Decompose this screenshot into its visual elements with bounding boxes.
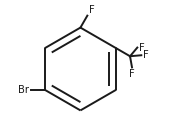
Text: F: F — [129, 69, 135, 79]
Text: F: F — [139, 43, 145, 53]
Text: F: F — [143, 50, 148, 60]
Text: F: F — [89, 5, 95, 15]
Text: Br: Br — [18, 85, 29, 95]
